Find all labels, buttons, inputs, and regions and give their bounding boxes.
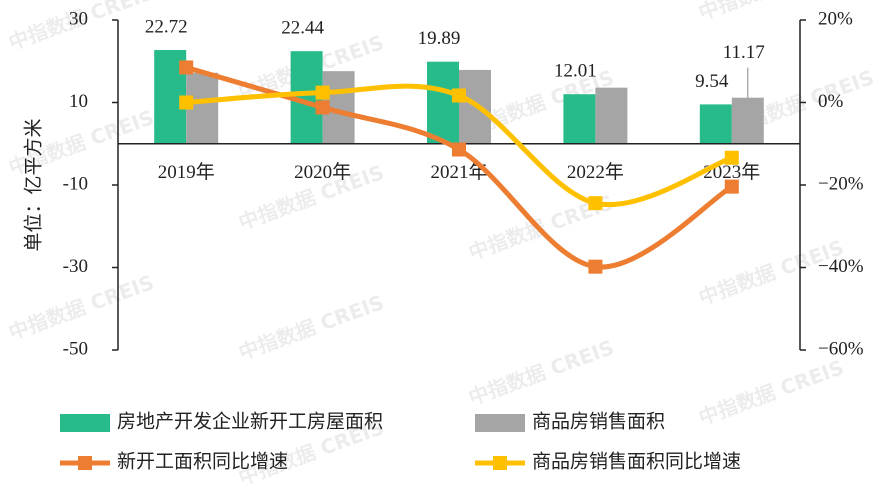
legend-swatch xyxy=(60,414,110,432)
watermark: 中指数据 CREIS xyxy=(695,355,847,430)
line-marker xyxy=(179,60,194,75)
value-label: 22.72 xyxy=(145,16,188,37)
value-label: 9.54 xyxy=(695,71,729,92)
watermark: 中指数据 CREIS xyxy=(5,270,157,345)
value-label: 19.89 xyxy=(418,28,461,49)
y-tick-label: -50 xyxy=(63,338,88,359)
y-tick-label: -10 xyxy=(63,173,88,194)
line-marker xyxy=(315,85,330,100)
y-tick-label: 10 xyxy=(69,91,88,112)
x-tick-label: 2020年 xyxy=(294,161,351,183)
bar xyxy=(595,87,628,144)
line-marker xyxy=(588,259,603,274)
value-label: 12.01 xyxy=(554,61,597,82)
y2-tick-label: −40% xyxy=(818,256,864,277)
line-marker xyxy=(315,100,330,115)
legend-swatch xyxy=(475,414,525,432)
bar xyxy=(563,94,596,144)
line-marker xyxy=(724,150,739,165)
legend-label: 商品房销售面积 xyxy=(532,410,665,432)
y-tick-label: -30 xyxy=(63,256,88,277)
legend-marker xyxy=(78,456,92,470)
legend-label: 新开工面积同比增速 xyxy=(117,450,288,472)
bar xyxy=(731,97,764,144)
line-marker xyxy=(179,95,194,110)
legend-label: 房地产开发企业新开工房屋面积 xyxy=(117,410,383,432)
x-tick-label: 2022年 xyxy=(567,161,624,183)
line-marker xyxy=(588,196,603,211)
legend-marker xyxy=(493,456,507,470)
bar xyxy=(427,61,459,144)
y2-tick-label: −20% xyxy=(818,173,864,194)
line-marker xyxy=(452,88,466,103)
bar xyxy=(699,104,732,144)
watermark: 中指数据 CREIS xyxy=(465,335,617,410)
y-axis-label: 单位：亿平方米 xyxy=(22,118,44,251)
y2-tick-label: −60% xyxy=(818,338,864,359)
legend-label: 商品房销售面积同比增速 xyxy=(532,450,741,472)
line-marker xyxy=(452,142,466,157)
x-tick-label: 2021年 xyxy=(430,161,487,183)
value-label: 22.44 xyxy=(281,18,324,39)
line-marker xyxy=(724,179,739,194)
x-tick-label: 2019年 xyxy=(158,161,215,183)
value-label: 11.17 xyxy=(723,42,765,63)
watermark: 中指数据 CREIS xyxy=(235,290,387,365)
y2-tick-label: 20% xyxy=(818,8,853,29)
y2-tick-label: 0% xyxy=(818,91,844,112)
y-tick-label: 30 xyxy=(69,8,88,29)
